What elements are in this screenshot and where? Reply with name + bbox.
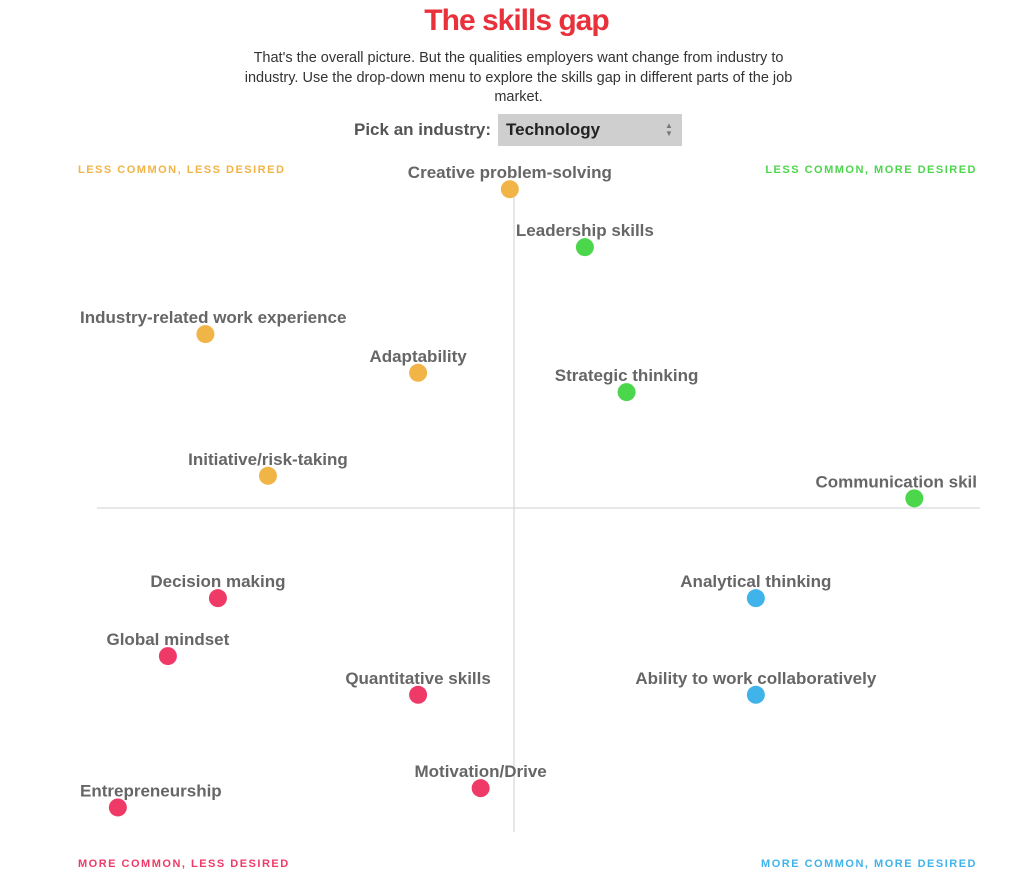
data-point[interactable] bbox=[409, 363, 428, 382]
data-point[interactable] bbox=[905, 489, 924, 508]
data-point[interactable] bbox=[108, 798, 127, 817]
point-label: Motivation/Drive bbox=[415, 762, 547, 781]
point-label: Quantitative skills bbox=[345, 669, 491, 688]
industry-select[interactable]: Technology ▲ ▼ bbox=[498, 114, 682, 146]
quadrant-label-bottom-right: MORE COMMON, MORE DESIRED bbox=[761, 858, 977, 870]
data-point[interactable] bbox=[617, 383, 636, 402]
data-point[interactable] bbox=[471, 779, 490, 798]
industry-picker-label: Pick an industry: bbox=[354, 120, 491, 139]
data-point[interactable] bbox=[746, 685, 765, 704]
point-label: Initiative/risk-taking bbox=[188, 450, 348, 469]
point-label: Decision making bbox=[150, 572, 285, 591]
select-arrows-icon: ▲ ▼ bbox=[665, 121, 673, 138]
data-point[interactable] bbox=[409, 685, 428, 704]
quadrant-label-top-left: LESS COMMON, LESS DESIRED bbox=[78, 164, 286, 176]
quadrant-label-top-right: LESS COMMON, MORE DESIRED bbox=[765, 164, 977, 176]
point-label: Adaptability bbox=[369, 347, 467, 366]
industry-select-value: Technology bbox=[506, 120, 601, 139]
intro-text: That's the overall picture. But the qual… bbox=[244, 50, 793, 105]
point-label: Leadership skills bbox=[516, 221, 654, 240]
data-point[interactable] bbox=[575, 238, 594, 257]
point-label: Strategic thinking bbox=[555, 366, 699, 385]
data-point[interactable] bbox=[158, 647, 177, 666]
point-label: Communication skil bbox=[815, 472, 977, 491]
data-point[interactable] bbox=[746, 589, 765, 608]
data-point[interactable] bbox=[208, 589, 227, 608]
point-label: Analytical thinking bbox=[680, 572, 831, 591]
data-point[interactable] bbox=[196, 325, 215, 344]
chart-title: The skills gap bbox=[424, 4, 609, 37]
data-point[interactable] bbox=[258, 466, 277, 485]
point-label: Entrepreneurship bbox=[80, 781, 222, 800]
point-label: Global mindset bbox=[106, 630, 229, 649]
data-point[interactable] bbox=[500, 180, 519, 199]
quadrant-label-bottom-left: MORE COMMON, LESS DESIRED bbox=[78, 858, 290, 870]
point-label: Ability to work collaboratively bbox=[635, 669, 876, 688]
point-label: Industry-related work experience bbox=[80, 308, 346, 327]
point-label: Creative problem-solving bbox=[408, 163, 612, 182]
